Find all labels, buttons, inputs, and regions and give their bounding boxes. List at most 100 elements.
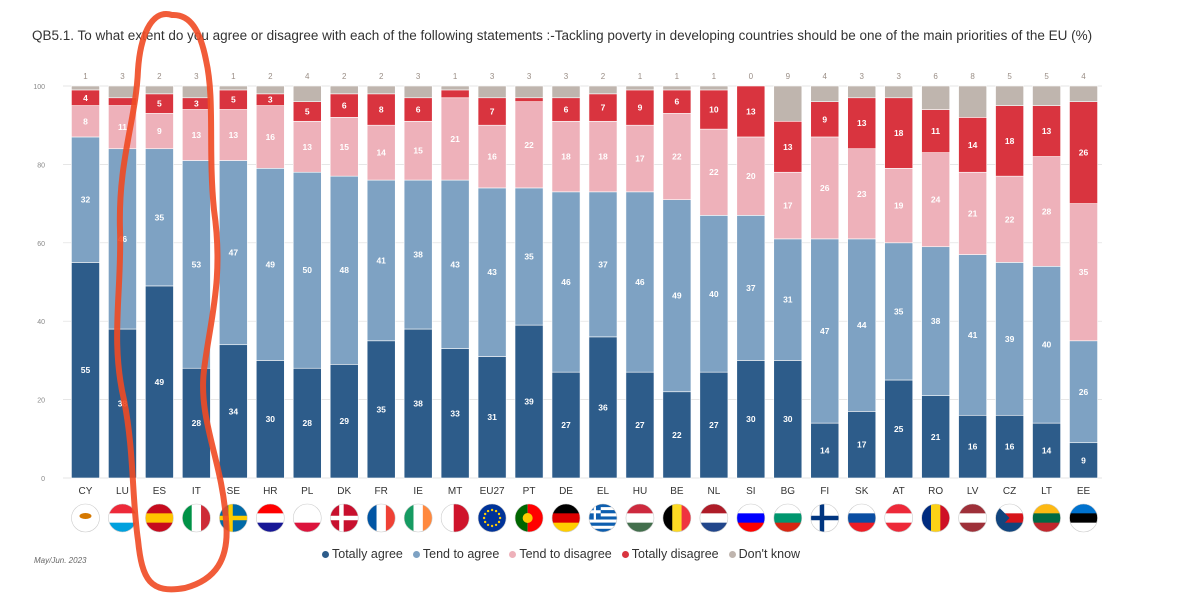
flag-ie-icon <box>404 504 433 532</box>
bar-value-label: 43 <box>487 267 497 277</box>
x-tick-label: IE <box>413 486 423 497</box>
bar-group-sk: 17 44 23 13 3 <box>847 72 877 479</box>
bar-segment <box>921 246 951 396</box>
flag-bg-icon <box>773 504 802 532</box>
bar-value-label: 47 <box>820 326 830 336</box>
bar-segment <box>292 120 322 173</box>
bar-segment <box>995 85 1024 106</box>
flag-be-icon <box>662 504 691 532</box>
bar-segment <box>884 379 914 479</box>
bar-segment <box>773 171 803 240</box>
dont-know-value-label: 3 <box>120 72 125 81</box>
bar-segment <box>699 371 729 479</box>
dont-know-value-label: 1 <box>638 72 643 81</box>
bar-segment <box>514 97 544 102</box>
bar-segment <box>884 168 914 244</box>
bar-segment <box>625 85 655 91</box>
bar-segment <box>403 328 433 479</box>
bar-segment <box>514 187 544 326</box>
bar-value-label: 22 <box>1005 214 1015 224</box>
bar-segment <box>182 160 211 369</box>
bar-value-label: 15 <box>339 142 349 152</box>
bar-group-be: 22 49 22 6 1 <box>662 72 692 479</box>
bar-value-label: 9 <box>638 103 643 113</box>
bar-segment <box>847 85 877 99</box>
legend-label: Tend to agree <box>422 547 500 561</box>
bar-segment <box>145 285 174 479</box>
dont-know-value-label: 2 <box>268 72 273 81</box>
flag-lu-icon <box>108 504 137 532</box>
bar-value-label: 18 <box>894 128 904 138</box>
dont-know-value-label: 6 <box>933 72 938 81</box>
chart-title: QB5.1. To what extent do you agree or di… <box>32 28 1093 43</box>
bar-value-label: 18 <box>1005 136 1015 146</box>
y-tick-label: 60 <box>37 241 45 248</box>
bar-segment <box>255 105 285 169</box>
dont-know-value-label: 4 <box>1081 72 1086 81</box>
bar-value-label: 38 <box>931 316 941 326</box>
bar-value-label: 3 <box>268 95 273 105</box>
flag-nl-icon <box>699 504 728 532</box>
bar-segment <box>108 85 137 99</box>
dont-know-value-label: 1 <box>453 72 458 81</box>
x-tick-label: FR <box>375 486 388 497</box>
bar-segment <box>958 254 987 416</box>
flag-ee-icon <box>1069 504 1098 532</box>
bar-segment <box>292 85 322 102</box>
bar-segment <box>773 120 803 173</box>
bar-value-label: 49 <box>266 259 276 269</box>
dont-know-value-label: 2 <box>342 72 347 81</box>
dont-know-value-label: 3 <box>416 72 421 81</box>
bar-group-pl: 28 50 13 5 4 <box>292 72 322 479</box>
bar-value-label: 17 <box>857 440 867 450</box>
flag-at-icon <box>884 504 913 532</box>
bar-value-label: 19 <box>894 201 904 211</box>
flag-cy-icon <box>71 504 100 532</box>
bar-segment <box>773 360 803 479</box>
flag-hr-icon <box>256 504 285 532</box>
bar-value-label: 5 <box>157 99 162 109</box>
bar-value-label: 30 <box>746 414 756 424</box>
x-tick-label: PT <box>523 486 536 497</box>
hand-drawn-highlight <box>114 11 230 593</box>
bar-value-label: 28 <box>1042 206 1052 216</box>
bar-segment <box>551 371 581 479</box>
bar-group-bg: 30 31 17 13 9 <box>773 72 803 479</box>
bar-value-label: 11 <box>118 122 127 132</box>
x-tick-label: HU <box>633 486 647 497</box>
bar-group-de: 27 46 18 6 3 <box>551 72 581 479</box>
dont-know-value-label: 3 <box>194 72 199 81</box>
bar-segment <box>477 97 507 126</box>
bar-segment <box>958 171 987 255</box>
bar-value-label: 9 <box>1081 455 1086 465</box>
y-axis: 0 20 40 60 80 100 <box>33 84 45 483</box>
bar-value-label: 13 <box>192 130 202 140</box>
flag-fi-icon <box>810 504 839 532</box>
dont-know-value-label: 8 <box>970 72 975 81</box>
bar-segment <box>218 109 248 161</box>
bar-group-cy: 55 32 8 4 1 <box>71 72 100 479</box>
x-tick-label: HR <box>263 486 277 497</box>
bar-segment <box>625 124 655 193</box>
bar-value-label: 26 <box>820 183 830 193</box>
flag-el-icon <box>588 504 617 532</box>
legend-swatch <box>509 550 517 558</box>
bar-group-hr: 30 49 16 3 2 <box>255 72 285 479</box>
flag-pt-icon <box>515 504 544 532</box>
bar-group-nl: 27 40 22 10 1 <box>699 72 729 479</box>
legend-label: Tend to disagree <box>519 547 612 561</box>
bar-value-label: 38 <box>413 250 423 260</box>
legend-item-tend-to-agree: Tend to agree <box>412 547 500 561</box>
legend-swatch <box>728 550 736 558</box>
bar-value-label: 13 <box>229 130 239 140</box>
x-tick-label: SE <box>227 486 241 497</box>
bar-segment <box>292 367 322 479</box>
bar-value-label: 14 <box>1042 446 1052 456</box>
bar-group-ee: 9 26 35 26 4 <box>1069 72 1098 479</box>
bar-segment <box>773 85 803 122</box>
bar-segment <box>588 336 618 479</box>
legend-item-totally-agree: Totally agree <box>322 547 403 561</box>
bar-value-label: 31 <box>487 412 497 422</box>
bar-value-label: 35 <box>894 306 904 316</box>
bar-segment <box>292 171 322 369</box>
